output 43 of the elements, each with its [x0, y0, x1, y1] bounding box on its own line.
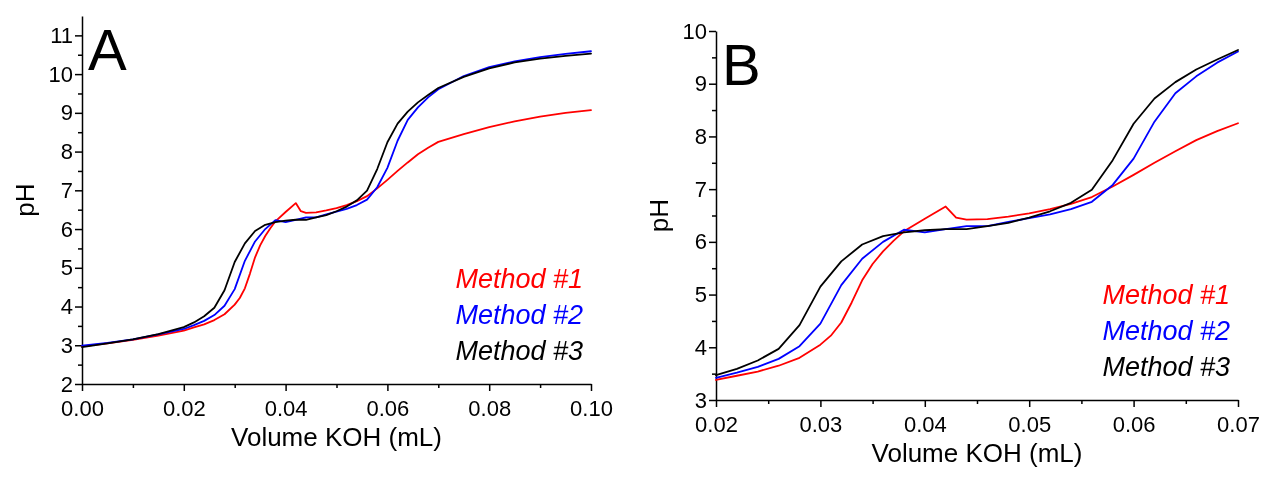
y-axis-title: pH: [10, 183, 40, 217]
text: Method #3: [455, 336, 583, 366]
y-tick-label: 5: [694, 282, 707, 308]
x-tick-label: 0.04: [903, 412, 947, 438]
x-tick-label: 0.02: [695, 412, 738, 438]
x-tick-label: 0.05: [1008, 412, 1052, 438]
text: Method #1: [1102, 280, 1230, 310]
y-tick-label: 6: [694, 229, 707, 255]
y-tick-label: 7: [60, 177, 73, 203]
y-tick-label: 9: [60, 100, 73, 126]
y-tick-label: 9: [694, 71, 707, 97]
x-tick-label: 0.07: [1217, 412, 1260, 438]
y-tick-label: 3: [694, 387, 707, 413]
y-tick-label: 3: [60, 332, 73, 358]
x-tick-label: 0.03: [799, 412, 843, 438]
y-tick-label: 4: [60, 294, 73, 320]
y-tick-label: 10: [48, 61, 73, 87]
y-tick-label: 4: [694, 334, 707, 360]
y-tick-label: 7: [694, 176, 707, 202]
y-tick-label: 10: [682, 18, 707, 44]
x-axis-title: Volume KOH (mL): [231, 422, 442, 452]
text: Method #3: [1102, 352, 1230, 382]
text: Method #2: [455, 300, 583, 330]
x-tick-label: 0.08: [468, 396, 512, 422]
x-tick-label: 0.06: [1112, 412, 1156, 438]
y-tick-label: 2: [60, 371, 73, 397]
x-axis-title: Volume KOH (mL): [871, 438, 1083, 468]
x-tick-label: 0.04: [264, 396, 308, 422]
y-tick-label: 8: [694, 123, 707, 149]
line-series: [715, 122, 1239, 381]
text: Method #1: [455, 264, 583, 294]
x-tick-label: 0.00: [61, 396, 104, 422]
x-tick-label: 0.06: [366, 396, 410, 422]
text: Method #2: [1102, 316, 1230, 346]
y-tick-label: 6: [60, 216, 73, 242]
annotation: A: [88, 17, 127, 82]
y-axis-title: pH: [644, 198, 674, 233]
x-tick-label: 0.10: [570, 396, 613, 422]
y-tick-label: 11: [50, 22, 73, 48]
y-tick-label: 8: [60, 139, 73, 165]
x-tick-label: 0.02: [162, 396, 206, 422]
y-tick-label: 5: [60, 255, 73, 281]
annotation: B: [722, 32, 761, 97]
